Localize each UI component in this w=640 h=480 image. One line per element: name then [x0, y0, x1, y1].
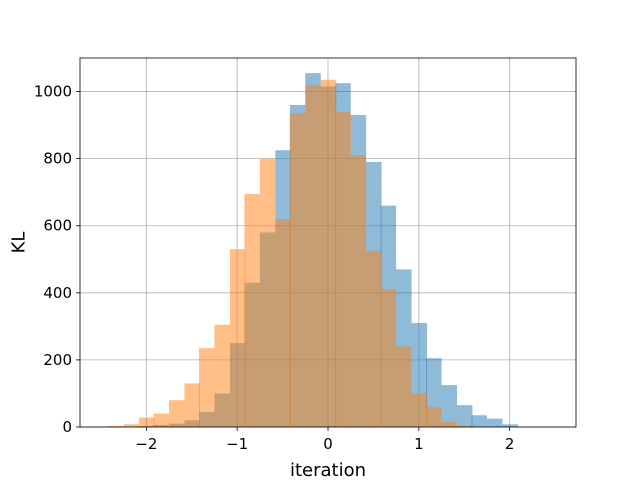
- histogram-bar-series-2: [153, 413, 170, 427]
- histogram-bar-series-2: [108, 425, 124, 427]
- x-tick-label: −2: [135, 435, 157, 453]
- histogram-bar-series-2: [199, 348, 215, 427]
- histogram-bar-series-2: [305, 84, 321, 427]
- histogram-bar-series-2: [320, 79, 337, 428]
- histogram-bar-series-2: [411, 393, 428, 427]
- histogram-bar-series-2: [184, 383, 200, 427]
- y-axis-label: KL: [8, 232, 29, 254]
- histogram-bar-series-2: [380, 289, 397, 427]
- histogram-bar-series-2: [396, 346, 412, 427]
- histogram-bar-series-2: [289, 113, 306, 427]
- y-tick-label: 800: [43, 150, 72, 168]
- y-tick-label: 0: [62, 418, 72, 436]
- histogram-bar-series-2: [229, 249, 246, 427]
- x-tick-label: 2: [505, 435, 515, 453]
- histogram-bar-series-2: [275, 219, 291, 427]
- histogram-bar-series-2: [259, 158, 276, 428]
- histogram-bar-series-2: [335, 111, 351, 427]
- histogram-bar-series-1: [456, 405, 473, 427]
- histogram-bar-series-2: [441, 421, 457, 427]
- histogram-bar-series-1: [441, 385, 457, 427]
- y-tick-label: 1000: [34, 83, 72, 101]
- x-axis-label: iteration: [290, 460, 366, 480]
- axis-ticks: −2 −1 0 1 2 0 200 400 600 800 1000: [34, 83, 515, 453]
- y-tick-label: 200: [43, 351, 72, 369]
- histogram-bar-series-2: [123, 424, 140, 427]
- y-tick-label: 600: [43, 217, 72, 235]
- histogram-bar-series-2: [244, 193, 260, 427]
- histogram-bar-series-1: [486, 418, 503, 427]
- histogram-bar-series-2: [456, 425, 473, 427]
- histogram-bar-series-1: [502, 424, 518, 427]
- histogram-bar-series-2: [169, 400, 185, 427]
- histogram-bar-series-2: [139, 417, 155, 427]
- y-tick-label: 400: [43, 284, 72, 302]
- x-tick-label: −1: [226, 435, 248, 453]
- histogram-bar-series-2: [214, 324, 230, 427]
- histogram-bar-series-2: [350, 155, 367, 428]
- histogram-bar-series-2: [426, 406, 442, 427]
- x-tick-label: 0: [323, 435, 333, 453]
- histogram-bar-series-2: [366, 250, 382, 427]
- x-tick-label: 1: [414, 435, 424, 453]
- histogram-bar-series-1: [471, 415, 487, 427]
- histogram-bars: [108, 73, 518, 428]
